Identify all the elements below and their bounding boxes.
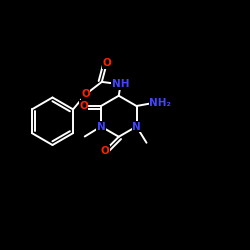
Text: N: N bbox=[132, 122, 141, 132]
Text: O: O bbox=[100, 146, 110, 156]
Text: O: O bbox=[79, 101, 88, 111]
Text: N: N bbox=[96, 122, 105, 132]
Text: NH: NH bbox=[112, 79, 129, 89]
Text: NH₂: NH₂ bbox=[149, 98, 171, 108]
Text: O: O bbox=[81, 90, 90, 99]
Text: O: O bbox=[102, 58, 111, 68]
